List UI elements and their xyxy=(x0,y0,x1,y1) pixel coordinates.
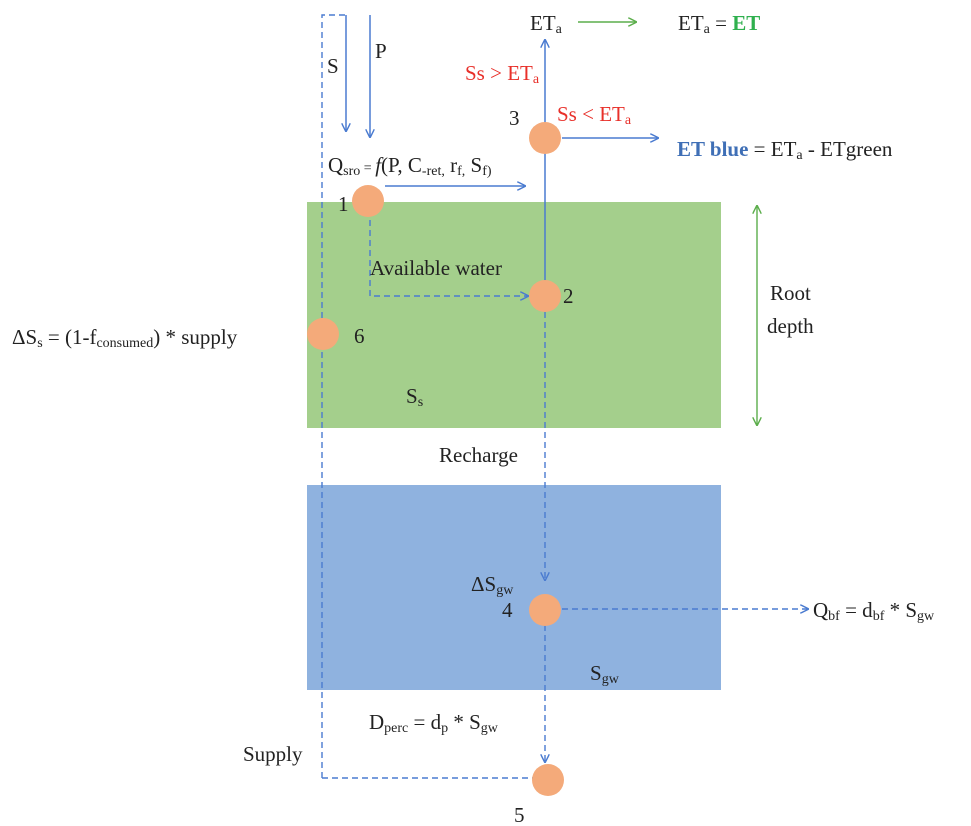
p-label: P xyxy=(375,39,387,63)
node-1 xyxy=(352,185,384,217)
ss-less-than-eta-label: Ss < ETa xyxy=(557,102,632,128)
percolation-equation: Dperc = dp * Sgw xyxy=(369,710,499,736)
s-label: S xyxy=(327,54,339,78)
soil-storage-label: Ss xyxy=(406,384,423,410)
node-3-label: 3 xyxy=(509,106,520,130)
delta-sgw-label: ΔSgw xyxy=(471,572,514,598)
node-5 xyxy=(532,764,564,796)
supply-label: Supply xyxy=(243,742,303,766)
root-zone xyxy=(307,202,721,428)
node-6-label: 6 xyxy=(354,324,365,348)
node-4-label: 4 xyxy=(502,598,513,622)
node-5-label: 5 xyxy=(514,803,525,826)
root-depth-label-line2: depth xyxy=(767,314,814,338)
supply-loop-line xyxy=(321,14,346,778)
groundwater-zone xyxy=(307,485,721,690)
node-2 xyxy=(529,280,561,312)
available-water-label: Available water xyxy=(370,256,502,280)
root-depth-label-line1: Root xyxy=(770,281,811,305)
eta-top-label: ETa xyxy=(530,11,563,37)
qsro-equation: Qsro = f(P, C-ret, rf, Sf) xyxy=(328,153,492,179)
ss-greater-than-eta-label: Ss > ETa xyxy=(465,61,540,87)
node-6 xyxy=(307,318,339,350)
node-4 xyxy=(529,594,561,626)
recharge-label: Recharge xyxy=(439,443,518,467)
eta-equals-et-label: ETa = ET xyxy=(678,11,760,37)
delta-ss-equation: ΔSs = (1-fconsumed) * supply xyxy=(12,325,238,351)
groundwater-storage-label: Sgw xyxy=(590,661,620,687)
node-2-label: 2 xyxy=(563,284,574,308)
node-3 xyxy=(529,122,561,154)
baseflow-equation: Qbf = dbf * Sgw xyxy=(813,598,935,624)
available-water-arrow xyxy=(369,210,528,296)
node-1-label: 1 xyxy=(338,192,349,216)
et-blue-equation: ET blue = ETa - ETgreen xyxy=(677,137,893,163)
